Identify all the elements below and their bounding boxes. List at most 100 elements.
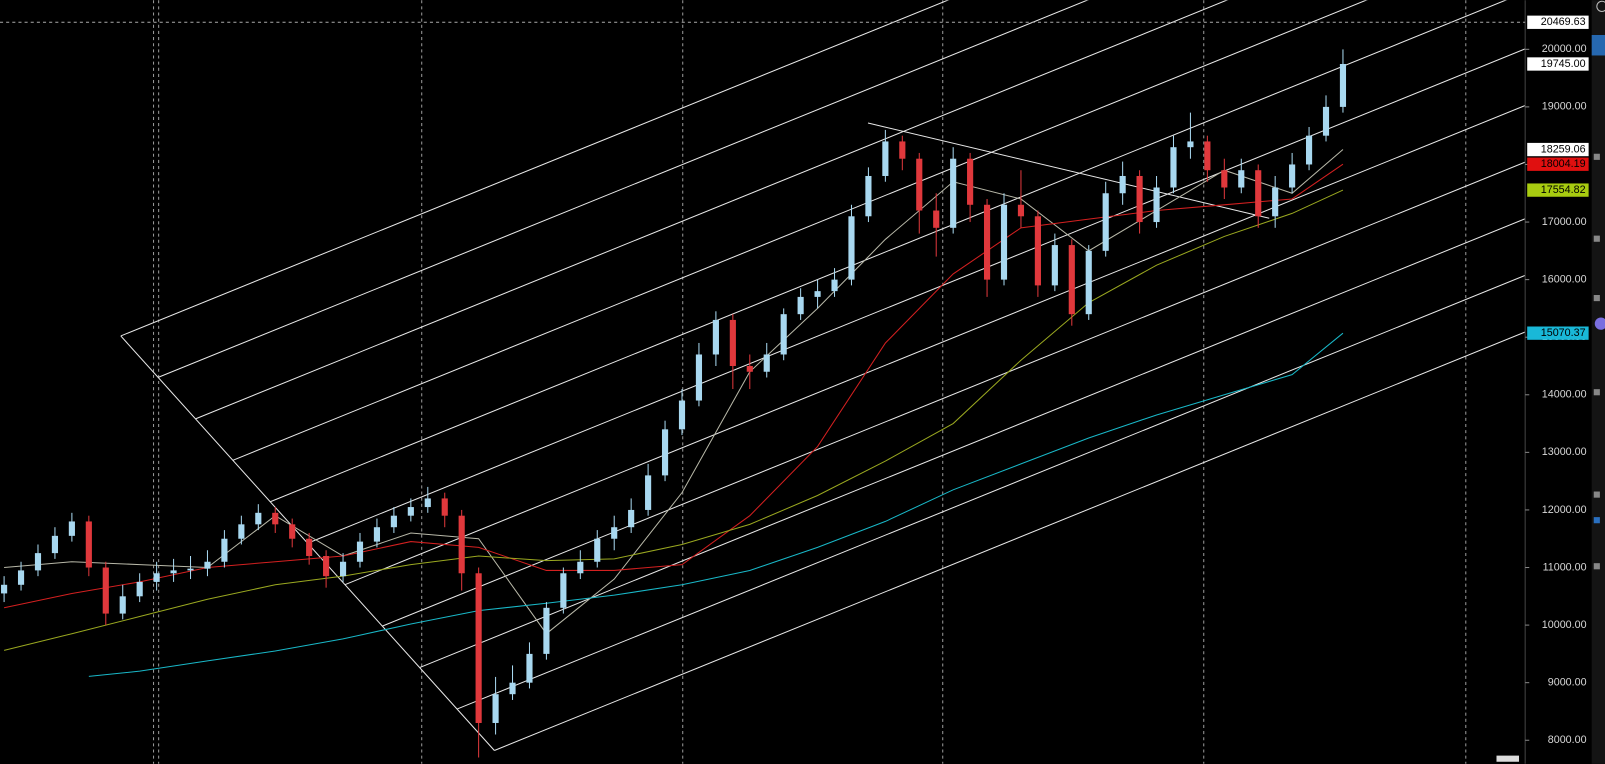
candle-body bbox=[339, 561, 347, 577]
candle-body bbox=[119, 596, 126, 614]
price-tag-bg bbox=[1527, 183, 1589, 197]
candle-body bbox=[509, 682, 516, 695]
vertical-grid bbox=[153, 0, 1467, 764]
candle-body bbox=[187, 568, 194, 571]
moving-average bbox=[3, 189, 1344, 651]
candles bbox=[1, 49, 1347, 758]
candle-body bbox=[1238, 170, 1245, 188]
candle-body bbox=[526, 653, 533, 683]
candle-body bbox=[17, 570, 25, 585]
moving-averages bbox=[3, 149, 1344, 677]
candle-body bbox=[543, 607, 550, 654]
toolbar-icon[interactable] bbox=[1593, 294, 1600, 302]
channel-line bbox=[382, 161, 1526, 627]
price-tag: 18004.19 bbox=[1541, 158, 1586, 170]
candle-body bbox=[204, 561, 211, 569]
price-tag-bg bbox=[1527, 15, 1589, 29]
y-tick-label: 16000.00 bbox=[1542, 273, 1587, 285]
price-tag: 19745.00 bbox=[1541, 58, 1586, 70]
moving-average bbox=[4, 149, 1344, 635]
candle-body bbox=[695, 354, 703, 401]
candle-body bbox=[255, 512, 262, 525]
candle-body bbox=[1017, 204, 1025, 217]
candle-body bbox=[390, 515, 397, 528]
candle-body bbox=[475, 573, 482, 723]
scroll-buttons[interactable] bbox=[1496, 755, 1520, 762]
candle-body bbox=[68, 521, 75, 536]
candle-body bbox=[661, 429, 669, 476]
toolbar-button[interactable] bbox=[1596, 0, 1605, 12]
y-tick-label: 11000.00 bbox=[1543, 561, 1587, 573]
candle-body bbox=[1272, 187, 1279, 217]
candle-body bbox=[831, 279, 838, 292]
y-tick-label: 10000.00 bbox=[1542, 619, 1587, 631]
candle-body bbox=[356, 541, 364, 562]
candle-body bbox=[712, 319, 719, 355]
candle-body bbox=[424, 498, 431, 508]
candle-body bbox=[865, 175, 872, 217]
candle-body bbox=[950, 158, 957, 228]
price-tag: 17554.82 bbox=[1541, 184, 1586, 196]
candle-body bbox=[170, 570, 177, 574]
candle-body bbox=[373, 527, 381, 542]
candle-body bbox=[221, 538, 228, 562]
candle-body bbox=[797, 296, 804, 315]
candle-body bbox=[1119, 175, 1126, 194]
toolbar-icon[interactable] bbox=[1593, 517, 1600, 524]
channel-line bbox=[270, 0, 1507, 503]
channel-line bbox=[344, 105, 1526, 586]
candle-body bbox=[1221, 170, 1228, 188]
candle-body bbox=[1322, 106, 1330, 136]
candle-body bbox=[1170, 147, 1177, 188]
price-tag-bg bbox=[1527, 326, 1589, 340]
toolbar-icon[interactable] bbox=[1593, 563, 1600, 570]
candle-body bbox=[882, 141, 889, 176]
candle-body bbox=[153, 573, 160, 582]
candle-body bbox=[323, 556, 330, 577]
candle-body bbox=[814, 291, 821, 297]
candle-body bbox=[645, 475, 652, 510]
price-tag: 18259.06 bbox=[1541, 143, 1586, 155]
candle-body bbox=[1153, 187, 1160, 223]
candle-body bbox=[1339, 63, 1347, 107]
price-tag: 20469.63 bbox=[1541, 16, 1586, 28]
candle-body bbox=[1102, 193, 1109, 251]
candle-body bbox=[560, 573, 567, 608]
price-tag-bg bbox=[1527, 57, 1589, 71]
moving-average bbox=[88, 332, 1344, 677]
toolbar-button[interactable] bbox=[1591, 35, 1605, 56]
candle-body bbox=[407, 507, 414, 516]
toolbar-icon[interactable] bbox=[1593, 153, 1600, 160]
toolbar-icon[interactable] bbox=[1593, 491, 1600, 498]
candle-body bbox=[492, 694, 499, 723]
candle-body bbox=[51, 535, 59, 554]
trend-line bbox=[867, 122, 1270, 219]
candle-body bbox=[1068, 245, 1075, 315]
channel-line bbox=[419, 218, 1526, 669]
channel-line bbox=[307, 48, 1526, 544]
candle-body bbox=[1, 584, 8, 594]
toolbar-icon[interactable] bbox=[1593, 235, 1600, 242]
candle-body bbox=[780, 314, 787, 355]
price-tag-bg bbox=[1527, 157, 1589, 171]
toolbar bbox=[1496, 0, 1605, 764]
y-tick-label: 8000.00 bbox=[1548, 734, 1587, 746]
candle-body bbox=[916, 158, 923, 211]
candle-body bbox=[899, 141, 906, 159]
candle-body bbox=[289, 524, 296, 539]
channel-line bbox=[195, 0, 1229, 420]
toolbar-icon[interactable] bbox=[1593, 389, 1600, 396]
toolbar-button[interactable] bbox=[1594, 317, 1605, 330]
candle-body bbox=[1000, 204, 1008, 280]
candle-body bbox=[441, 498, 448, 516]
candle-body bbox=[933, 210, 940, 228]
y-tick-label: 17000.00 bbox=[1542, 216, 1587, 228]
candle-body bbox=[967, 158, 974, 205]
candle-body bbox=[983, 204, 991, 280]
candle-body bbox=[611, 527, 618, 539]
candle-body bbox=[458, 515, 465, 574]
y-tick-label: 12000.00 bbox=[1542, 504, 1587, 516]
